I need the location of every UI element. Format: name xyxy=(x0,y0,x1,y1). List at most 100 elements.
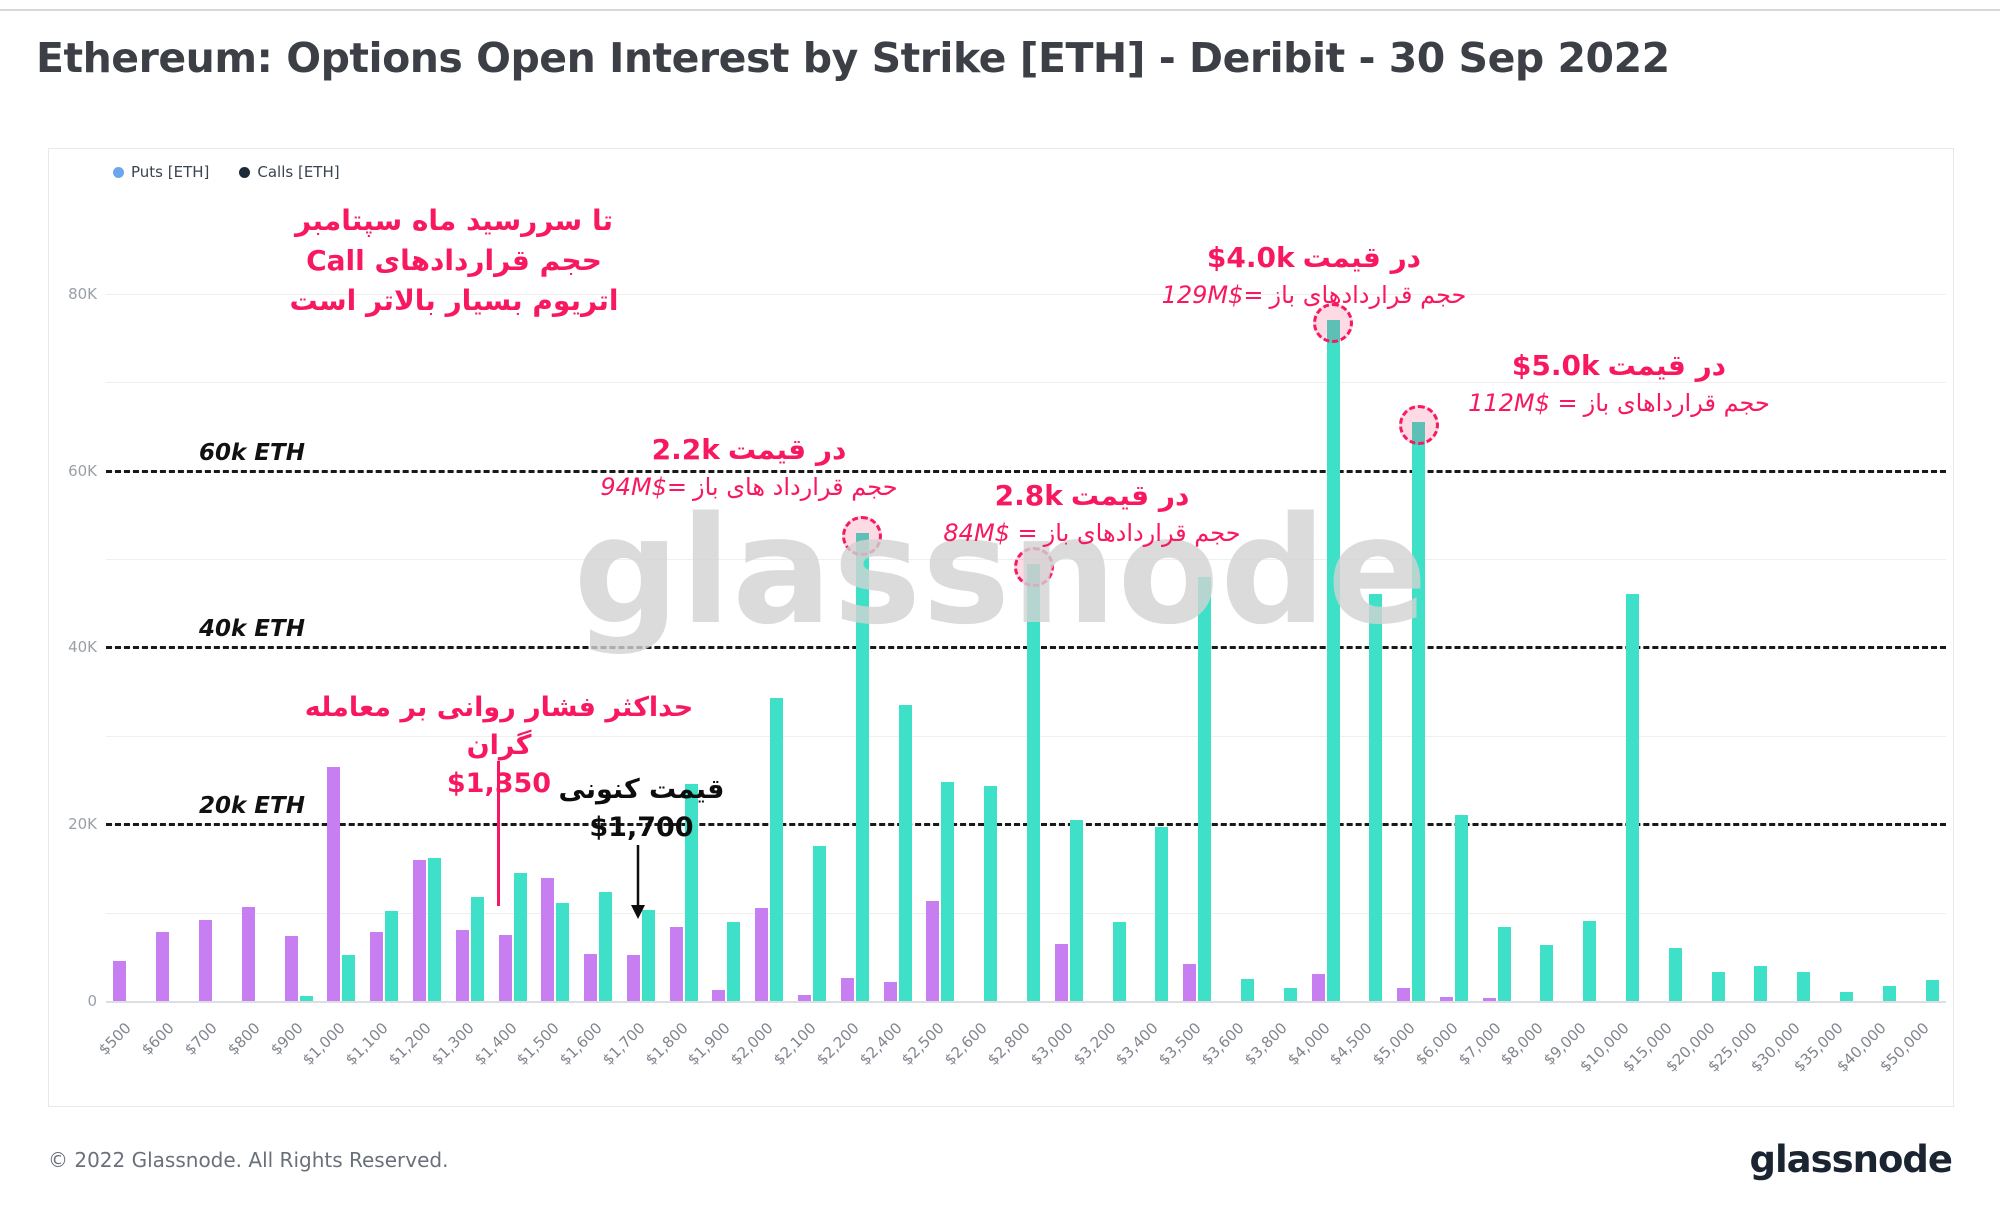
x-axis-line xyxy=(106,1001,1946,1003)
call-bar[interactable] xyxy=(1840,992,1854,1001)
y-axis-tick-label: 80K xyxy=(68,284,97,303)
call-bar[interactable] xyxy=(1540,945,1554,1001)
reference-line-label: 20k ETH xyxy=(199,793,305,820)
highlight-circle-icon xyxy=(1313,303,1354,344)
put-bar[interactable] xyxy=(1311,974,1325,1001)
call-bar[interactable] xyxy=(1925,979,1939,1001)
call-bar[interactable] xyxy=(1754,965,1768,1001)
call-bar[interactable] xyxy=(513,872,527,1001)
put-bar[interactable] xyxy=(455,930,469,1001)
call-bar[interactable] xyxy=(1326,320,1340,1001)
reference-dashed-line xyxy=(106,823,1946,827)
put-bar[interactable] xyxy=(1183,963,1197,1001)
call-bar[interactable] xyxy=(1283,987,1297,1001)
put-bar[interactable] xyxy=(1397,987,1411,1001)
call-bar[interactable] xyxy=(556,902,570,1001)
y-axis-tick-label: 40K xyxy=(68,638,97,657)
put-bar[interactable] xyxy=(498,934,512,1001)
call-bar[interactable] xyxy=(898,704,912,1001)
put-bar[interactable] xyxy=(755,908,769,1001)
call-bar[interactable] xyxy=(813,846,827,1001)
call-bar[interactable] xyxy=(1240,978,1254,1001)
call-bar[interactable] xyxy=(1583,921,1597,1001)
put-bar[interactable] xyxy=(1482,998,1496,1001)
y-gridline xyxy=(106,912,1946,914)
highlight-circle-icon xyxy=(842,515,883,556)
call-bar[interactable] xyxy=(684,784,698,1001)
glassnode-logo[interactable]: glassnode xyxy=(1749,1138,1953,1181)
plot-area: 0 20K 40K 60K 80K 20k ETH 40k ETH 60k ETH $500 $6… xyxy=(49,149,1953,1106)
call-bar[interactable] xyxy=(1882,985,1896,1001)
chart-card: Puts [ETH] Calls [ETH] 0 20K 40K 60K 80K 20k … xyxy=(48,148,1954,1107)
puts-legend-dot-icon xyxy=(113,166,124,178)
copyright-text: © 2022 Glassnode. All Rights Reserved. xyxy=(48,1148,449,1172)
chart-legend: Puts [ETH] Calls [ETH] xyxy=(113,163,340,181)
call-bar[interactable] xyxy=(941,781,955,1001)
call-bar[interactable] xyxy=(470,896,484,1001)
call-bar[interactable] xyxy=(1668,947,1682,1001)
put-bar[interactable] xyxy=(198,919,212,1001)
put-bar[interactable] xyxy=(241,907,255,1001)
call-bar[interactable] xyxy=(599,892,613,1001)
call-bar[interactable] xyxy=(727,922,741,1001)
reference-dashed-line xyxy=(106,469,1946,473)
legend-item-puts[interactable]: Puts [ETH] xyxy=(113,163,209,181)
reference-dashed-line xyxy=(106,646,1946,650)
put-bar[interactable] xyxy=(541,878,555,1001)
call-bar[interactable] xyxy=(641,909,655,1001)
call-bar[interactable] xyxy=(1369,594,1383,1001)
reference-line-label: 40k ETH xyxy=(199,616,305,643)
reference-line-label: 60k ETH xyxy=(199,439,305,466)
call-bar[interactable] xyxy=(1112,922,1126,1001)
call-bar[interactable] xyxy=(1069,819,1083,1001)
calls-legend-dot-icon xyxy=(239,166,251,178)
legend-calls-label: Calls [ETH] xyxy=(257,163,340,181)
put-bar[interactable] xyxy=(370,932,384,1001)
put-bar[interactable] xyxy=(712,990,726,1001)
y-axis-tick-label: 60K xyxy=(68,461,97,480)
call-bar[interactable] xyxy=(342,955,356,1001)
page-title: Ethereum: Options Open Interest by Strik… xyxy=(36,34,1670,82)
call-bar[interactable] xyxy=(427,857,441,1001)
put-bar[interactable] xyxy=(1054,943,1068,1001)
call-bar[interactable] xyxy=(1797,971,1811,1001)
call-bar[interactable] xyxy=(984,786,998,1001)
call-bar[interactable] xyxy=(1198,576,1212,1001)
legend-item-calls[interactable]: Calls [ETH] xyxy=(239,163,340,181)
put-bar[interactable] xyxy=(412,860,426,1001)
y-gridline xyxy=(106,735,1946,737)
y-axis-tick-label: 0 xyxy=(87,992,97,1010)
put-bar[interactable] xyxy=(626,955,640,1001)
put-bar[interactable] xyxy=(840,978,854,1001)
put-bar[interactable] xyxy=(156,932,170,1001)
put-bar[interactable] xyxy=(584,954,598,1001)
call-bar[interactable] xyxy=(1497,926,1511,1001)
call-bar[interactable] xyxy=(770,697,784,1001)
current-price-arrow-icon xyxy=(631,845,645,919)
call-bar[interactable] xyxy=(1711,971,1725,1001)
call-bar[interactable] xyxy=(1412,422,1426,1001)
put-bar[interactable] xyxy=(327,766,341,1001)
call-bar[interactable] xyxy=(1027,563,1040,1001)
call-bar[interactable] xyxy=(1626,594,1640,1001)
put-bar[interactable] xyxy=(883,981,897,1001)
put-bar[interactable] xyxy=(669,926,683,1001)
call-bar[interactable] xyxy=(1454,815,1468,1001)
y-gridline xyxy=(106,382,1946,384)
highlight-circle-icon xyxy=(1398,405,1439,446)
top-divider xyxy=(0,9,2000,11)
call-bar[interactable] xyxy=(1155,826,1169,1001)
put-bar[interactable] xyxy=(926,901,940,1001)
put-bar[interactable] xyxy=(798,994,812,1001)
legend-puts-label: Puts [ETH] xyxy=(131,163,210,181)
max-pain-pointer-line xyxy=(497,761,500,906)
put-bar[interactable] xyxy=(284,936,298,1001)
put-bar[interactable] xyxy=(113,961,127,1001)
y-gridline xyxy=(106,293,1946,295)
highlight-circle-icon xyxy=(1013,546,1054,587)
call-bar[interactable] xyxy=(385,910,399,1001)
call-bar[interactable] xyxy=(855,532,869,1001)
put-bar[interactable] xyxy=(1439,996,1453,1001)
call-bar[interactable] xyxy=(299,995,313,1001)
